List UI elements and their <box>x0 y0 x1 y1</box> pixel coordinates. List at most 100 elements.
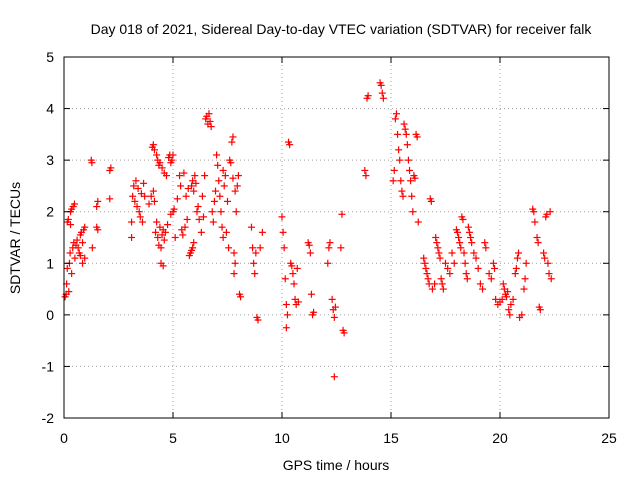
data-point <box>70 200 78 208</box>
plot-frame <box>63 56 610 419</box>
data-point <box>79 239 87 247</box>
data-point <box>460 249 468 257</box>
data-point <box>390 166 398 174</box>
data-point <box>307 290 315 298</box>
data-point <box>229 174 237 182</box>
data-point <box>229 133 237 141</box>
data-point <box>509 295 517 303</box>
data-point <box>505 306 513 314</box>
data-point <box>464 223 472 231</box>
data-point <box>94 226 102 234</box>
data-point <box>173 195 181 203</box>
data-point <box>491 264 499 272</box>
data-point <box>147 192 155 200</box>
data-point <box>481 239 489 247</box>
chart-title: Day 018 of 2021, Sidereal Day-to-day VTE… <box>91 21 593 37</box>
data-point <box>288 262 296 270</box>
data-point <box>436 254 444 262</box>
data-point <box>468 239 476 247</box>
data-point <box>506 311 514 319</box>
data-point <box>521 275 529 283</box>
data-point <box>188 182 196 190</box>
data-point <box>431 280 439 288</box>
data-point <box>331 303 339 311</box>
data-point <box>88 244 96 252</box>
data-point <box>249 244 257 252</box>
data-point <box>207 123 215 131</box>
data-point <box>251 270 259 278</box>
data-point <box>132 177 140 185</box>
data-point <box>407 177 415 185</box>
data-point <box>406 166 414 174</box>
data-point <box>533 234 541 241</box>
data-point <box>150 197 158 205</box>
data-point <box>135 208 143 216</box>
x-axis-label: GPS time / hours <box>283 457 390 473</box>
data-point <box>377 81 385 89</box>
data-point <box>160 236 168 244</box>
data-point <box>183 215 191 223</box>
data-point <box>181 223 189 231</box>
data-point <box>503 293 511 301</box>
data-point <box>403 141 411 149</box>
data-point <box>540 249 548 257</box>
data-point <box>164 221 172 229</box>
data-point <box>437 275 445 283</box>
data-point <box>391 115 399 123</box>
data-point <box>128 234 136 241</box>
data-point <box>401 125 409 133</box>
data-point <box>409 208 417 216</box>
data-point <box>252 249 260 257</box>
data-point <box>216 192 224 200</box>
data-point <box>459 215 467 223</box>
data-point <box>281 275 289 283</box>
data-point <box>138 218 146 226</box>
data-point <box>512 264 520 272</box>
data-point <box>487 275 495 283</box>
data-point <box>414 218 422 226</box>
data-point <box>71 254 79 262</box>
data-point <box>170 205 178 213</box>
data-point <box>467 234 475 241</box>
data-point <box>463 275 471 283</box>
data-point <box>513 254 521 262</box>
data-point <box>450 259 458 267</box>
axis-ticks: 0 5 10 15 20 25 -2 -1 0 1 2 3 4 5 <box>42 49 617 446</box>
data-point <box>293 264 301 272</box>
data-point <box>290 280 298 288</box>
data-point <box>470 249 478 257</box>
data-point <box>194 203 202 211</box>
data-point <box>68 270 76 278</box>
data-point <box>530 208 538 216</box>
y-tick-label: 1 <box>46 255 54 271</box>
data-point <box>476 280 484 288</box>
data-point <box>161 228 169 236</box>
data-point <box>256 244 264 252</box>
data-point <box>232 208 240 216</box>
data-point <box>280 244 288 252</box>
data-point <box>169 151 177 159</box>
data-point <box>73 236 81 244</box>
data-point <box>444 264 452 272</box>
data-point <box>189 244 197 252</box>
data-point <box>158 164 166 172</box>
data-point <box>396 156 404 164</box>
data-point <box>399 192 407 200</box>
data-point <box>81 223 89 231</box>
data-point <box>400 120 408 128</box>
data-point <box>507 301 515 309</box>
data-point <box>278 213 286 221</box>
data-point <box>294 298 302 306</box>
data-point <box>394 130 402 138</box>
data-point <box>233 182 241 190</box>
data-point <box>219 166 227 174</box>
data-point <box>94 197 102 205</box>
data-point <box>107 164 115 172</box>
data-point <box>93 203 101 211</box>
data-point <box>435 249 443 257</box>
data-point <box>106 195 114 203</box>
data-point <box>397 177 405 185</box>
data-point <box>191 172 199 180</box>
data-point <box>504 288 512 296</box>
data-point <box>64 215 72 223</box>
